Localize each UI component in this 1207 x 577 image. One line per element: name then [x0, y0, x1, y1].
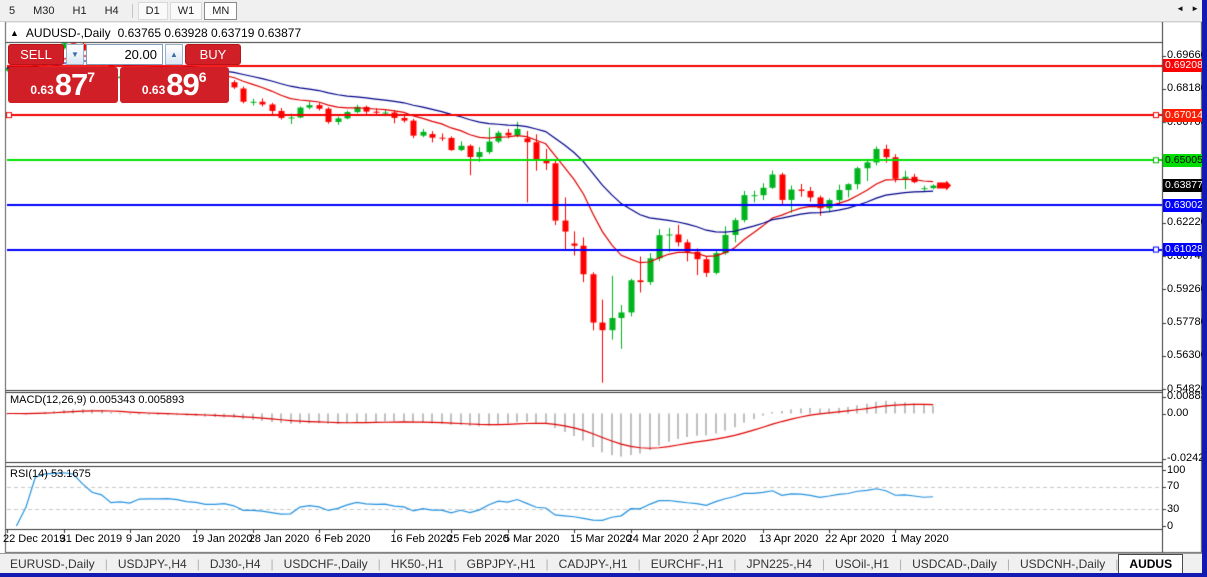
tab-separator: |: [377, 557, 381, 571]
trade-panel: SELL ▼ ▲ BUY 0.63 87 7 0.63 89 6: [8, 44, 241, 103]
price-tick-0.62220: 0.62220: [1167, 216, 1207, 229]
tab-USDJPY-,H4[interactable]: USDJPY-,H4: [117, 557, 187, 571]
date-label: 5 Mar 2020: [503, 533, 560, 545]
price-badge-0.61028: 0.61028: [1163, 243, 1207, 257]
tab-CADJPY-,H1[interactable]: CADJPY-,H1: [558, 557, 628, 571]
tab-scroll-arrows: ◄ ►: [1176, 4, 1199, 13]
bid-price-box[interactable]: 0.63 87 7: [8, 67, 118, 103]
date-label: 28 Jan 2020: [248, 533, 310, 545]
tab-AUDUS[interactable]: AUDUS: [1118, 554, 1184, 574]
tab-separator: |: [453, 557, 457, 571]
price-tick-0.66700: 0.66700: [1167, 115, 1207, 128]
volume-decrease-button[interactable]: ▼: [66, 44, 84, 65]
bid-pip-digit: 7: [87, 69, 96, 85]
chart-title: ▲ AUDUSD-,Daily 0.63765 0.63928 0.63719 …: [10, 25, 301, 40]
chart-ohlc-values: 0.63765 0.63928 0.63719 0.63877: [117, 25, 302, 40]
timeframe-button-5[interactable]: 5: [9, 4, 16, 17]
price-badge-0.63877: 0.63877: [1163, 179, 1207, 193]
date-label: 19 Jan 2020: [192, 533, 253, 545]
chevron-down-icon: ▼: [71, 50, 79, 59]
price-tick-0.69660: 0.69660: [1167, 49, 1207, 62]
date-label: 9 Jan 2020: [125, 533, 181, 545]
ask-big-digits: 89: [166, 67, 199, 102]
tab-JPN225-,H4[interactable]: JPN225-,H4: [746, 557, 812, 571]
date-label: 22 Dec 2019: [3, 533, 66, 545]
date-label: 13 Apr 2020: [759, 533, 819, 545]
tab-separator: |: [1115, 557, 1119, 571]
symbol-marker-icon: ▲: [10, 27, 19, 38]
tab-EURUSD-,Daily[interactable]: EURUSD-,Daily: [10, 557, 95, 571]
tab-separator: |: [821, 557, 825, 571]
bid-big-digits: 87: [54, 67, 88, 102]
price-tick-0.57780: 0.57780: [1167, 316, 1207, 329]
tab-separator: |: [196, 557, 200, 571]
tab-DJ30-,H4[interactable]: DJ30-,H4: [209, 557, 261, 571]
price-tick-0.54820: 0.54820: [1167, 382, 1207, 395]
date-label: 2 Apr 2020: [692, 533, 747, 545]
tab-separator: |: [899, 557, 903, 571]
tab-USDCNH-,Daily[interactable]: USDCNH-,Daily: [1019, 557, 1106, 571]
ask-prefix: 0.63: [141, 82, 166, 97]
tab-separator: |: [270, 557, 274, 571]
macd-tick-0.00: 0.00: [1167, 407, 1189, 419]
price-badge-0.69208: 0.69208: [1163, 59, 1207, 73]
tab-USOil-,H1[interactable]: USOil-,H1: [835, 557, 890, 571]
date-label: 31 Dec 2019: [59, 533, 123, 545]
tab-separator: |: [733, 557, 737, 571]
date-label: 25 Feb 2020: [447, 533, 509, 545]
ask-pip-digit: 6: [198, 69, 207, 85]
macd-tick--0.02428: -0.02428: [1167, 452, 1207, 465]
timeframe-button-H4[interactable]: H4: [104, 4, 119, 17]
volume-increase-button[interactable]: ▲: [165, 44, 183, 65]
date-label: 6 Feb 2020: [314, 533, 371, 545]
tab-separator: |: [545, 557, 549, 571]
bid-prefix: 0.63: [30, 82, 54, 97]
date-label: 22 Apr 2020: [825, 533, 885, 545]
rsi-tick-100: 100: [1167, 463, 1186, 476]
timeframe-button-D1[interactable]: D1: [137, 1, 168, 20]
ask-price-box[interactable]: 0.63 89 6: [119, 67, 229, 103]
chevron-up-icon: ▲: [170, 50, 178, 59]
rsi-tick-70: 70: [1167, 480, 1180, 493]
rsi-label: RSI(14) 53.1675: [10, 468, 91, 480]
timeframe-toolbar: 5 M30 H1 H4 D1 W1 MN: [0, 0, 1207, 22]
tab-EURCHF-,H1[interactable]: EURCHF-,H1: [650, 557, 724, 571]
price-badge-0.65005: 0.65005: [1163, 153, 1207, 167]
rsi-tick-30: 30: [1167, 502, 1180, 515]
tab-separator: |: [1006, 557, 1010, 571]
chart-tabs-bar: EURUSD-,Daily | USDJPY-,H4 | DJ30-,H4 | USDCHF…: [0, 553, 1207, 574]
date-label: 16 Feb 2020: [390, 533, 453, 545]
volume-input[interactable]: [86, 44, 163, 65]
tab-separator: |: [104, 557, 108, 571]
timeframe-button-MN[interactable]: MN: [204, 1, 238, 20]
sell-button[interactable]: SELL: [8, 44, 64, 65]
date-label: 24 Mar 2020: [626, 533, 689, 545]
tab-USDCHF-,Daily[interactable]: USDCHF-,Daily: [283, 557, 368, 571]
price-badge-0.63002: 0.63002: [1163, 198, 1207, 212]
tab-GBPJPY-,H1[interactable]: GBPJPY-,H1: [466, 557, 536, 571]
tab-scroll-right-icon[interactable]: ►: [1191, 4, 1199, 13]
window-frame-bottom: [0, 573, 1207, 577]
macd-tick-0.008833: 0.008833: [1167, 390, 1207, 403]
price-tick-0.56300: 0.56300: [1167, 349, 1207, 362]
price-tick-0.68180: 0.68180: [1167, 82, 1207, 95]
rsi-tick-0: 0: [1167, 519, 1174, 532]
tab-HK50-,H1[interactable]: HK50-,H1: [390, 557, 444, 571]
chart-symbol-label: AUDUSD-,Daily: [25, 25, 111, 40]
tab-USDCAD-,Daily[interactable]: USDCAD-,Daily: [912, 557, 997, 571]
window-frame-right: [1202, 0, 1207, 577]
tab-separator: |: [637, 557, 641, 571]
toolbar-separator: [131, 3, 133, 18]
date-label: 1 May 2020: [891, 533, 949, 545]
price-badge-0.67014: 0.67014: [1163, 108, 1207, 122]
date-label: 15 Mar 2020: [570, 533, 632, 545]
buy-button[interactable]: BUY: [185, 44, 241, 65]
timeframe-button-H1[interactable]: H1: [72, 4, 87, 17]
timeframe-button-W1[interactable]: W1: [169, 1, 203, 20]
timeframe-button-M30[interactable]: M30: [33, 4, 55, 17]
tab-scroll-left-icon[interactable]: ◄: [1176, 4, 1185, 13]
macd-label: MACD(12,26,9) 0.005343 0.005893: [10, 394, 185, 406]
price-tick-0.59260: 0.59260: [1167, 282, 1207, 295]
